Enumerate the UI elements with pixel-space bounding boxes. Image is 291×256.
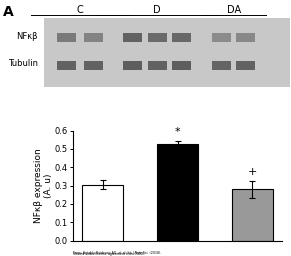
Text: A: A xyxy=(3,5,14,19)
Bar xyxy=(82,185,123,241)
Bar xyxy=(57,33,76,42)
Bar xyxy=(236,61,255,70)
Text: *: * xyxy=(175,127,180,137)
Bar xyxy=(157,144,198,241)
Bar xyxy=(84,61,103,70)
Text: D: D xyxy=(153,5,161,15)
Bar xyxy=(123,61,142,70)
Bar xyxy=(84,33,103,42)
Bar xyxy=(232,189,273,241)
Bar xyxy=(212,61,230,70)
Text: C: C xyxy=(77,5,84,15)
Bar xyxy=(57,61,76,70)
Text: +: + xyxy=(248,167,257,177)
Bar xyxy=(236,33,255,42)
Bar xyxy=(44,18,290,87)
Text: DA: DA xyxy=(227,5,241,15)
Text: NFκβ: NFκβ xyxy=(16,32,38,41)
Text: Shared under license agreement from CGRB.: Shared under license agreement from CGRB… xyxy=(73,252,144,256)
Bar xyxy=(123,33,142,42)
Bar xyxy=(212,33,230,42)
Text: From: Antakly-Boidevez AG, et al. Int J Nutr Sci. (2018).: From: Antakly-Boidevez AG, et al. Int J … xyxy=(73,251,161,255)
Text: Tubulin: Tubulin xyxy=(8,59,38,69)
Bar xyxy=(172,61,191,70)
Bar xyxy=(172,33,191,42)
Y-axis label: NFκβ expression
(A. u): NFκβ expression (A. u) xyxy=(34,148,53,223)
Bar xyxy=(148,33,167,42)
Bar xyxy=(148,61,167,70)
